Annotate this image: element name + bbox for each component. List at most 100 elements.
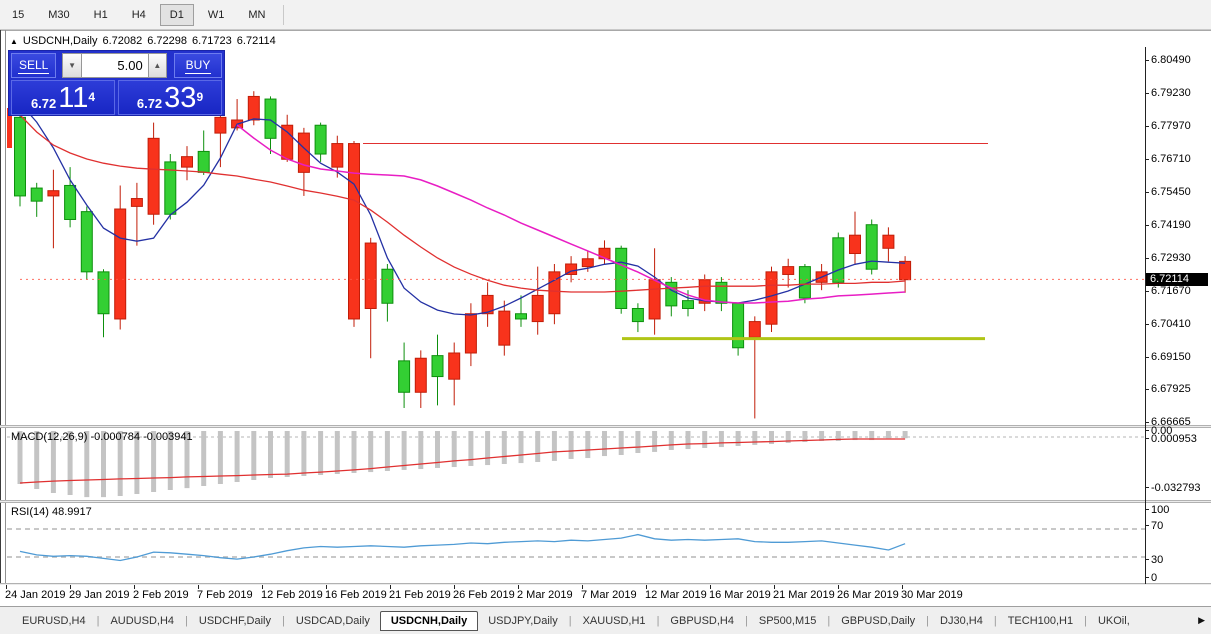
- price-axis-tick: [1145, 290, 1149, 292]
- chart-tab-bar: EURUSD,H4 | AUDUSD,H4 | USDCHF,Daily | USDCAD,…: [0, 606, 1211, 634]
- tab-separator: |: [185, 614, 188, 627]
- date-axis-tick: [6, 585, 7, 589]
- price-axis-tick: [1145, 323, 1149, 325]
- volume-decrement-button[interactable]: ▼: [62, 53, 82, 78]
- tab-separator: |: [282, 614, 285, 627]
- date-axis-tick: [582, 585, 583, 589]
- toolbar-separator: [283, 4, 285, 25]
- macd-indicator-pane: [7, 431, 1145, 498]
- tab-separator: |: [926, 614, 930, 627]
- price-axis-label: 6.70410: [1151, 317, 1191, 330]
- chart-tab-tech100-h1[interactable]: TECH100,H1: [1007, 614, 1074, 627]
- chart-left-border: [5, 30, 6, 634]
- buy-price-big-digits: 33: [164, 82, 197, 114]
- buy-button[interactable]: BUY: [174, 53, 222, 78]
- sell-button[interactable]: SELL: [11, 53, 57, 78]
- tab-separator: |: [827, 614, 831, 627]
- chart-tab-gbpusd-daily[interactable]: GBPUSD,Daily: [841, 614, 916, 627]
- tab-separator: |: [993, 614, 997, 627]
- date-axis-tick: [326, 585, 327, 589]
- timeframe-button-w1[interactable]: W1: [207, 8, 225, 21]
- rsi-axis-label: 70: [1151, 520, 1164, 532]
- date-axis-label: 7 Mar 2019: [581, 589, 637, 601]
- timeframe-toolbar: 15 M30 H1 H4 D1 W1 MN: [0, 0, 1211, 30]
- timeframe-button-d1[interactable]: D1: [159, 3, 194, 26]
- date-axis-tick: [838, 585, 839, 589]
- macd-axis-label: -0.032793: [1151, 482, 1201, 494]
- buy-button-label: BUY: [184, 57, 212, 74]
- date-axis-label: 24 Jan 2019: [5, 589, 66, 601]
- date-axis-splitter: [0, 583, 1211, 586]
- collapse-icon[interactable]: ▲: [10, 36, 18, 46]
- chart-tab-usdcnh-daily[interactable]: USDCNH,Daily: [379, 610, 479, 631]
- chart-tab-dj30-h4[interactable]: DJ30,H4: [940, 614, 983, 627]
- rsi-axis-tick: [1145, 509, 1149, 510]
- date-axis-tick: [518, 585, 519, 589]
- sell-price-display[interactable]: 6.72 11 4: [11, 80, 115, 115]
- window-left-border: [0, 30, 1, 634]
- date-axis[interactable]: 24 Jan 2019 29 Jan 2019 2 Feb 2019 7 Feb 20…: [0, 585, 1211, 606]
- price-axis-label: 6.66665: [1151, 415, 1191, 428]
- volume-increment-button[interactable]: ▲: [147, 53, 168, 78]
- timeframe-button-15[interactable]: 15: [12, 8, 25, 21]
- date-axis-label: 26 Feb 2019: [453, 589, 515, 601]
- chart-tab-xauusd-h1[interactable]: XAUUSD,H1: [582, 614, 646, 627]
- chart-tab-ukoil[interactable]: UKOil,: [1097, 614, 1130, 627]
- macd-axis-tick: [1145, 430, 1149, 431]
- rsi-axis-label: 0: [1151, 572, 1158, 584]
- rsi-axis-label: 30: [1151, 554, 1164, 566]
- macd-axis-label: 0.000953: [1151, 433, 1197, 445]
- price-axis-label: 6.71670: [1151, 284, 1191, 297]
- tab-separator: |: [96, 614, 100, 627]
- timeframe-button-h1[interactable]: H1: [93, 8, 108, 21]
- current-price-badge: 6.72114: [1146, 273, 1208, 287]
- chart-tab-usdchf-daily[interactable]: USDCHF,Daily: [198, 614, 271, 627]
- price-axis-label: 6.69150: [1151, 350, 1191, 363]
- date-axis-label: 2 Mar 2019: [517, 589, 573, 601]
- timeframe-button-m30[interactable]: M30: [48, 8, 70, 21]
- price-axis-label: 6.75450: [1151, 185, 1191, 198]
- price-axis-label: 6.72930: [1151, 251, 1191, 264]
- tab-separator: |: [568, 614, 572, 627]
- ohlc-open: 6.72082: [102, 35, 143, 47]
- sell-button-label: SELL: [18, 57, 50, 74]
- tab-separator: |: [1084, 614, 1087, 627]
- date-axis-label: 7 Feb 2019: [197, 589, 253, 601]
- macd-pane-splitter[interactable]: [0, 425, 1211, 428]
- volume-input[interactable]: [81, 53, 148, 78]
- chart-tab-audusd-h4[interactable]: AUDUSD,H4: [110, 614, 175, 627]
- tab-separator: |: [745, 614, 748, 627]
- timeframe-button-h4[interactable]: H4: [131, 8, 146, 21]
- date-axis-tick: [390, 585, 391, 589]
- one-click-trading-panel: SELL ▼ ▲ BUY 6.72 11 4 6.72 33 9: [8, 50, 225, 116]
- date-axis-tick: [134, 585, 135, 589]
- tab-scroll-right-button[interactable]: ▶: [1198, 615, 1205, 625]
- ohlc-high: 6.72298: [147, 35, 188, 47]
- macd-axis-tick: [1145, 438, 1149, 439]
- timeframe-button-mn[interactable]: MN: [248, 8, 266, 21]
- price-axis-tick: [1145, 389, 1149, 390]
- chart-tab-sp500-m15[interactable]: SP500,M15: [758, 614, 817, 627]
- price-axis-tick: [1145, 93, 1149, 95]
- chart-tab-gbpusd-h4[interactable]: GBPUSD,H4: [670, 614, 734, 627]
- date-axis-label: 26 Mar 2019: [837, 589, 899, 601]
- price-axis-tick: [1145, 257, 1149, 259]
- window-top-border: [0, 30, 1211, 31]
- date-axis-label: 2 Feb 2019: [133, 589, 189, 601]
- rsi-pane-splitter[interactable]: [0, 500, 1211, 503]
- chart-tab-eurusd-h4[interactable]: EURUSD,H4: [22, 614, 86, 627]
- price-axis-tick: [1145, 224, 1149, 226]
- chart-tab-usdcad-daily[interactable]: USDCAD,Daily: [295, 614, 370, 627]
- date-axis-tick: [262, 585, 263, 589]
- rsi-label: RSI(14) 48.9917: [11, 506, 92, 518]
- chart-tab-usdjpy-daily[interactable]: USDJPY,Daily: [488, 614, 558, 627]
- date-axis-label: 12 Feb 2019: [261, 589, 323, 601]
- tab-separator: |: [656, 614, 660, 627]
- date-axis-label: 29 Jan 2019: [69, 589, 130, 601]
- date-axis-tick: [646, 585, 647, 589]
- chart-symbol-label: USDCNH,Daily: [22, 35, 98, 47]
- price-axis-label: 6.76710: [1151, 153, 1191, 165]
- buy-price-display[interactable]: 6.72 33 9: [118, 80, 222, 115]
- date-axis-label: 30 Mar 2019: [901, 589, 963, 601]
